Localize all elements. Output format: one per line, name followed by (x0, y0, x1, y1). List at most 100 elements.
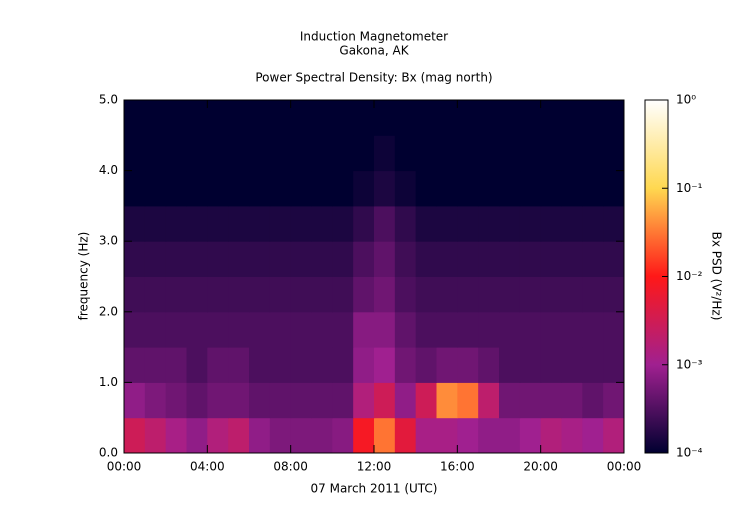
heat-cell (540, 417, 562, 454)
heat-cell (540, 311, 562, 348)
heat-cell (165, 241, 187, 277)
heat-cell (561, 170, 583, 207)
heat-cell (457, 347, 479, 383)
heat-cell (332, 311, 354, 348)
heat-cell (436, 135, 458, 172)
heat-cell (540, 347, 562, 383)
heat-cell (332, 417, 354, 454)
heat-cell (540, 241, 562, 277)
heat-cell (228, 417, 250, 454)
heat-cell (228, 382, 250, 419)
heat-cell (332, 205, 354, 242)
heat-cell (603, 100, 625, 136)
heat-cell (457, 311, 479, 348)
heat-cell (436, 205, 458, 242)
heat-cell (499, 276, 521, 313)
heat-cell (165, 170, 187, 207)
colorbar-tick-label: 10⁻² (676, 269, 703, 283)
x-tick-label: 12:00 (357, 460, 392, 474)
heat-cell (186, 417, 208, 454)
heat-cell (207, 311, 229, 348)
heat-cell (603, 135, 625, 172)
heat-cell (457, 135, 479, 172)
heat-cell (269, 100, 292, 136)
y-tick-label: 2.0 (99, 304, 118, 318)
heat-cell (540, 170, 562, 207)
heat-cell (228, 276, 250, 313)
heat-cell (499, 417, 521, 454)
heat-cell (436, 382, 458, 419)
heat-cell (124, 205, 146, 242)
heat-cell (499, 382, 521, 419)
heat-cell (124, 347, 146, 383)
heat-cell (457, 276, 479, 313)
heat-cell (374, 170, 396, 207)
heat-cell (249, 347, 271, 383)
heat-cell (582, 311, 604, 348)
heat-cell (561, 135, 583, 172)
heat-cell (478, 276, 500, 313)
heat-cell (144, 170, 167, 207)
heat-cell (374, 311, 396, 348)
heat-cell (144, 100, 167, 136)
y-tick-label: 0.0 (99, 446, 118, 460)
heat-cell (519, 311, 542, 348)
chart-title: Induction Magnetometer (300, 30, 448, 44)
heat-cell (394, 205, 417, 242)
heat-cell (249, 205, 271, 242)
heat-cell (394, 241, 417, 277)
plot-title: Power Spectral Density: Bx (mag north) (255, 71, 492, 85)
heat-cell (415, 205, 437, 242)
heat-cell (540, 100, 562, 136)
heat-cell (499, 100, 521, 136)
heat-cell (332, 135, 354, 172)
heat-cell (582, 241, 604, 277)
heat-cell (228, 311, 250, 348)
colorbar-tick-label: 10⁻⁴ (676, 446, 703, 460)
heat-cell (332, 241, 354, 277)
heat-cell (269, 135, 292, 172)
heat-cell (144, 311, 167, 348)
heat-cell (124, 170, 146, 207)
heat-cell (353, 205, 375, 242)
heat-cell (582, 205, 604, 242)
heat-cell (478, 311, 500, 348)
y-tick-label: 5.0 (99, 93, 118, 107)
heat-cell (144, 347, 167, 383)
heat-cell (249, 311, 271, 348)
heat-cell (186, 100, 208, 136)
heat-cell (457, 417, 479, 454)
chart-subtitle: Gakona, AK (339, 44, 409, 58)
heat-cell (499, 241, 521, 277)
heat-cell (165, 135, 187, 172)
heat-cell (165, 276, 187, 313)
x-axis-label: 07 March 2011 (UTC) (311, 482, 438, 496)
heat-cell (540, 135, 562, 172)
heat-cell (165, 311, 187, 348)
heat-cell (499, 170, 521, 207)
heat-cell (436, 241, 458, 277)
heat-cell (144, 241, 167, 277)
heat-cell (415, 347, 437, 383)
colorbar-tick-label: 10⁻¹ (676, 181, 703, 195)
heat-cell (207, 382, 229, 419)
x-tick-label: 08:00 (273, 460, 308, 474)
heat-cell (228, 205, 250, 242)
heat-cell (269, 311, 292, 348)
heat-cell (603, 205, 625, 242)
colorbar-tick-label: 10⁰ (676, 93, 696, 107)
heat-cell (374, 135, 396, 172)
heat-cell (311, 382, 333, 419)
colorbar-label: Bx PSD (V²/Hz) (710, 232, 724, 321)
x-tick-label: 00:00 (107, 460, 142, 474)
heat-cell (394, 135, 417, 172)
heat-cell (207, 241, 229, 277)
heat-cell (519, 100, 542, 136)
heat-cell (353, 100, 375, 136)
heat-cell (269, 347, 292, 383)
heat-cell (603, 382, 625, 419)
heat-cell (124, 276, 146, 313)
heat-cell (582, 417, 604, 454)
heat-cell (353, 382, 375, 419)
heat-cell (561, 382, 583, 419)
